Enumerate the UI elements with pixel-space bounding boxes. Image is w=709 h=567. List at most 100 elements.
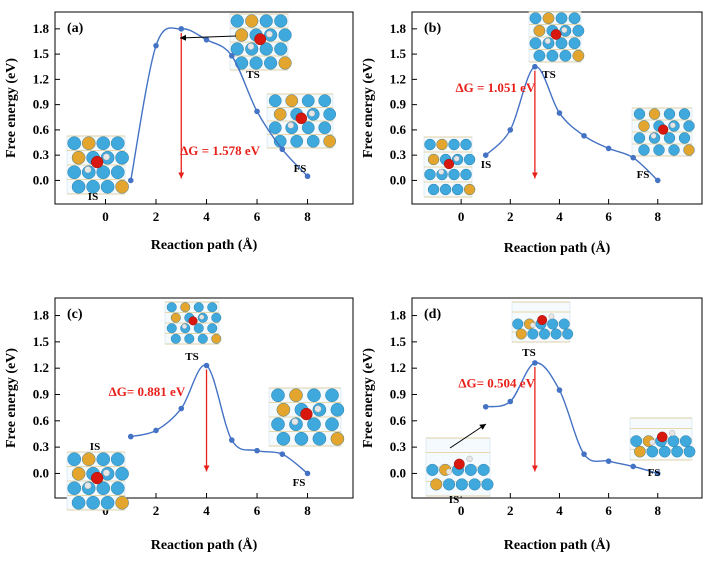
final-state-metal-atom <box>307 417 321 432</box>
x-tick-label: 0 <box>102 209 109 224</box>
initial-state-dopant-atom <box>71 466 86 481</box>
data-point <box>532 63 538 70</box>
initial-state-metal-atom <box>96 165 111 180</box>
energy-curve <box>130 364 308 474</box>
final-state-metal-atom <box>276 431 291 446</box>
final-state-metal-atom <box>683 445 696 458</box>
transition-state-hydrogen-atom <box>530 322 536 329</box>
transition-state-metal-atom <box>512 318 524 330</box>
transition-state-metal-atom <box>230 14 244 28</box>
initial-state-oxygen-atom <box>91 471 104 485</box>
final-state-label: FS <box>294 163 307 175</box>
initial-state-metal-atom <box>439 183 452 196</box>
y-tick-label: 0.6 <box>33 413 50 428</box>
transition-state-metal-atom <box>527 328 539 340</box>
transition-state-label: TS <box>246 69 259 81</box>
final-state-dopant-atom <box>648 108 661 120</box>
transition-state-metal-atom <box>529 37 542 50</box>
initial-state-structure-inset <box>423 136 476 198</box>
initial-state-metal-atom <box>67 165 82 180</box>
initial-state-hydrogen-atom <box>445 468 453 475</box>
data-point <box>153 42 159 49</box>
initial-state-metal-atom <box>100 495 115 510</box>
panel-tag: (c) <box>67 307 83 322</box>
y-tick-label: 1.5 <box>33 334 50 349</box>
y-tick-label: 0.0 <box>33 465 49 480</box>
transition-state-metal-atom <box>547 318 559 330</box>
transition-state-metal-atom <box>166 302 177 313</box>
data-point <box>153 427 159 434</box>
final-state-metal-atom <box>663 132 676 144</box>
transition-state-dopant-atom <box>542 12 555 25</box>
transition-state-metal-atom <box>184 333 195 344</box>
initial-state-metal-atom <box>67 481 82 496</box>
y-tick-label: 0.9 <box>33 97 50 112</box>
initial-state-dopant-atom <box>115 495 129 510</box>
plot-frame <box>411 297 703 499</box>
initial-state-metal-atom <box>468 478 481 491</box>
panel-a: 0.0 0.3 0.6 0.9 1.2 1.5 1.8 0 2 4 6 8 Reaction path … <box>4 11 354 253</box>
transition-state-oxygen-atom <box>188 316 198 326</box>
transition-state-structure-inset <box>164 301 222 345</box>
final-state-metal-atom <box>638 144 650 156</box>
x-tick-label: 6 <box>605 209 612 224</box>
transition-state-metal-atom <box>170 333 181 344</box>
final-state-hydrogen-atom <box>669 430 676 437</box>
transition-state-metal-atom <box>274 14 288 28</box>
final-state-hydrogen-atom <box>314 405 322 413</box>
initial-state-metal-atom <box>455 478 468 491</box>
data-point <box>605 145 612 152</box>
transition-state-metal-atom <box>539 328 550 340</box>
x-tick-label: 0 <box>458 209 465 224</box>
final-state-metal-atom <box>646 445 659 458</box>
panel-d: 0.0 0.3 0.6 0.9 1.2 1.5 1.8 0 2 4 6 8 Reaction path … <box>361 297 703 553</box>
y-tick-label: 1.5 <box>390 46 407 61</box>
final-state-metal-atom <box>668 144 680 156</box>
initial-state-dopant-atom <box>430 478 443 491</box>
initial-state-dopant-atom <box>436 138 448 151</box>
final-state-dopant-atom <box>323 134 337 148</box>
data-point <box>228 437 235 443</box>
transition-state-metal-atom <box>572 24 585 37</box>
transition-state-metal-atom <box>533 49 546 62</box>
transition-state-metal-atom <box>559 49 572 62</box>
initial-state-label: IS <box>88 191 98 203</box>
initial-state-structure-inset <box>425 437 494 497</box>
panel-c: 0.0 0.3 0.6 0.9 1.2 1.5 1.8 0 2 4 6 8 Reaction path … <box>4 297 354 553</box>
initial-state-metal-atom <box>451 183 464 196</box>
initial-state-metal-atom <box>115 466 129 481</box>
y-tick-label: 1.8 <box>390 308 407 323</box>
initial-state-metal-atom <box>427 183 440 196</box>
delta-g-label: ΔG= 0.881 eV <box>109 384 186 399</box>
transition-state-metal-atom <box>166 323 177 334</box>
data-point <box>482 152 489 158</box>
transition-state-structure-inset <box>528 11 585 63</box>
y-axis-title: Free energy (eV) <box>361 348 376 448</box>
transition-state-dopant-atom <box>211 333 222 344</box>
final-state-metal-atom <box>667 435 680 447</box>
final-state-metal-atom <box>678 132 691 144</box>
transition-state-oxygen-atom <box>254 33 267 46</box>
data-point <box>304 470 311 477</box>
transition-state-metal-atom <box>259 14 273 28</box>
transition-state-dopant-atom <box>572 49 585 62</box>
final-state-metal-atom <box>325 417 339 432</box>
initial-state-oxygen-atom <box>453 458 465 470</box>
x-tick-label: 6 <box>605 503 612 518</box>
transition-state-dopant-atom <box>533 24 546 37</box>
transition-state-structure-inset <box>229 13 292 71</box>
final-state-hydrogen-atom <box>287 122 295 129</box>
panel-tag: (d) <box>424 307 441 322</box>
data-point <box>228 52 235 59</box>
final-state-metal-atom <box>633 132 646 144</box>
final-state-metal-atom <box>271 417 285 432</box>
final-state-dopant-atom <box>285 94 299 108</box>
transition-state-metal-atom <box>550 328 562 340</box>
transition-state-metal-atom <box>274 42 288 56</box>
initial-state-dopant-atom <box>463 183 476 196</box>
plot-frame <box>54 11 354 205</box>
y-tick-label: 0.9 <box>33 386 50 401</box>
final-state-dopant-atom <box>276 402 291 417</box>
data-point <box>304 173 311 180</box>
